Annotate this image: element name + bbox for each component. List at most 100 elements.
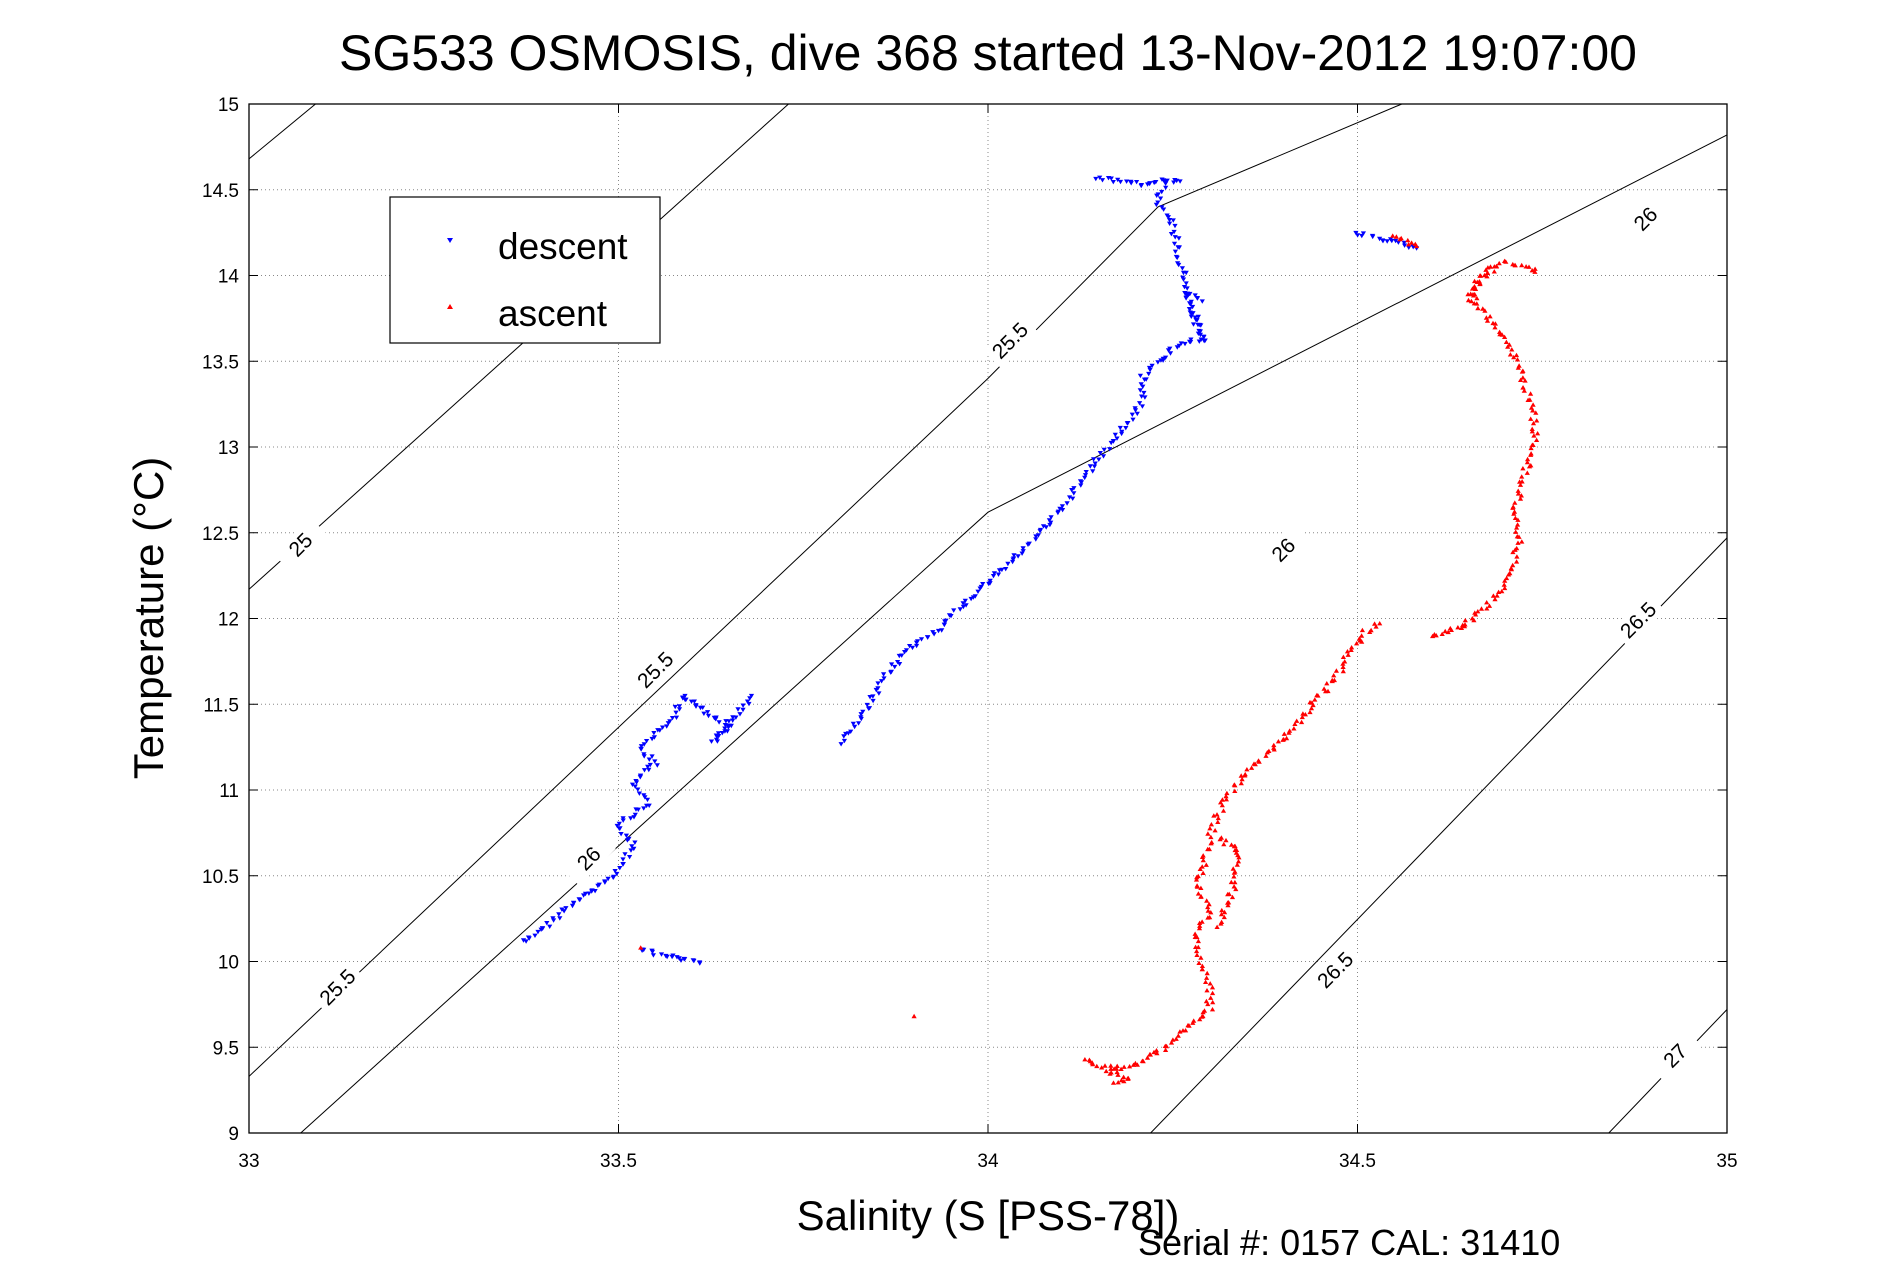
- descent-point: [1168, 232, 1174, 237]
- descent-point: [1137, 401, 1143, 406]
- ascent-point: [1501, 582, 1507, 587]
- descent-point: [646, 767, 652, 773]
- ascent-point: [1515, 488, 1521, 493]
- ascent-point: [1194, 948, 1200, 954]
- ascent-point: [1354, 641, 1360, 646]
- descent-point: [1393, 238, 1399, 244]
- ascent-point: [1232, 788, 1238, 793]
- ascent-point: [1520, 466, 1526, 471]
- descent-point: [664, 724, 670, 729]
- ascent-point: [1208, 822, 1214, 827]
- legend-label-descent: descent: [498, 226, 628, 267]
- ascent-point: [1195, 891, 1201, 896]
- y-tick-label: 14.5: [202, 181, 239, 202]
- descent-point: [935, 628, 942, 634]
- ascent-point: [1094, 1063, 1100, 1069]
- ascent-point: [1531, 433, 1537, 438]
- ascent-point: [1208, 834, 1214, 840]
- descent-point: [1173, 254, 1179, 260]
- descent-point: [1097, 451, 1103, 456]
- descent-point: [1167, 221, 1173, 226]
- ascent-point: [1514, 545, 1520, 551]
- ascent-point: [1219, 802, 1225, 808]
- ascent-point: [1406, 242, 1412, 247]
- descent-point: [726, 723, 732, 728]
- descent-point: [670, 953, 676, 958]
- descent-point: [1117, 425, 1123, 431]
- ascent-point: [1510, 504, 1516, 509]
- descent-point: [1123, 426, 1129, 431]
- y-tick-label: 13: [218, 438, 239, 459]
- descent-point: [870, 694, 876, 699]
- descent-point: [620, 857, 626, 862]
- descent-series: [520, 175, 1420, 966]
- ascent-point: [1515, 540, 1521, 545]
- descent-point: [673, 715, 680, 720]
- descent-point: [1177, 179, 1183, 184]
- x-tick-label: 33.5: [600, 1151, 637, 1172]
- descent-point: [644, 739, 650, 744]
- descent-point: [582, 891, 589, 897]
- descent-point: [645, 764, 651, 770]
- ascent-point: [1206, 901, 1212, 907]
- ascent-point: [1195, 938, 1201, 944]
- ascent-point: [1348, 647, 1354, 652]
- descent-point: [962, 598, 968, 604]
- descent-point: [939, 628, 945, 633]
- ascent-point: [1529, 426, 1535, 431]
- y-tick-label: 9.5: [213, 1038, 239, 1059]
- ascent-point: [1359, 627, 1365, 633]
- ascent-point: [1199, 864, 1205, 869]
- descent-point: [730, 718, 736, 723]
- descent-point: [1112, 432, 1118, 438]
- ascent-point: [1483, 315, 1489, 320]
- ascent-point: [1221, 841, 1227, 847]
- ascent-point: [1207, 914, 1213, 920]
- ascent-point: [1194, 883, 1200, 888]
- ascent-point: [1345, 652, 1351, 657]
- descent-point: [1176, 236, 1182, 241]
- descent-point: [744, 699, 751, 704]
- ascent-point: [1144, 1055, 1151, 1060]
- descent-point: [740, 707, 746, 713]
- descent-point: [638, 744, 644, 749]
- descent-point: [647, 762, 653, 768]
- descent-point: [930, 630, 936, 635]
- descent-point: [856, 721, 862, 726]
- ascent-point: [1533, 410, 1539, 415]
- ascent-point: [1236, 855, 1242, 860]
- descent-point: [876, 691, 882, 696]
- descent-point: [1194, 296, 1200, 301]
- descent-point: [948, 614, 954, 619]
- ascent-point: [1082, 1057, 1088, 1062]
- descent-point: [1033, 537, 1039, 542]
- descent-point: [951, 608, 957, 613]
- ascent-point: [1218, 911, 1225, 917]
- descent-point: [1071, 486, 1077, 491]
- descent-point: [726, 719, 732, 724]
- descent-point: [641, 768, 648, 773]
- contour-label-background: [1308, 943, 1363, 997]
- ascent-point: [1203, 979, 1209, 984]
- ascent-point: [1331, 673, 1337, 678]
- ascent-point: [1193, 877, 1200, 882]
- ascent-point: [911, 1013, 917, 1019]
- ascent-point: [1447, 625, 1453, 631]
- ascent-point: [1271, 747, 1277, 752]
- ascent-point: [1205, 908, 1211, 913]
- ascent-point: [1503, 259, 1509, 264]
- descent-point: [867, 695, 873, 700]
- ascent-point: [1125, 1076, 1131, 1081]
- legend-box: [389, 196, 661, 344]
- ascent-point: [1086, 1057, 1092, 1062]
- ascent-point: [1359, 633, 1365, 638]
- descent-point: [1046, 518, 1052, 523]
- ascent-point: [1499, 332, 1505, 337]
- ascent-point: [1153, 1048, 1160, 1053]
- descent-point: [1163, 181, 1169, 186]
- ascent-point: [1208, 910, 1214, 915]
- ascent-point: [1519, 474, 1525, 479]
- ascent-point: [1372, 621, 1378, 626]
- ascent-point: [1115, 1072, 1121, 1077]
- ascent-point: [1195, 873, 1201, 879]
